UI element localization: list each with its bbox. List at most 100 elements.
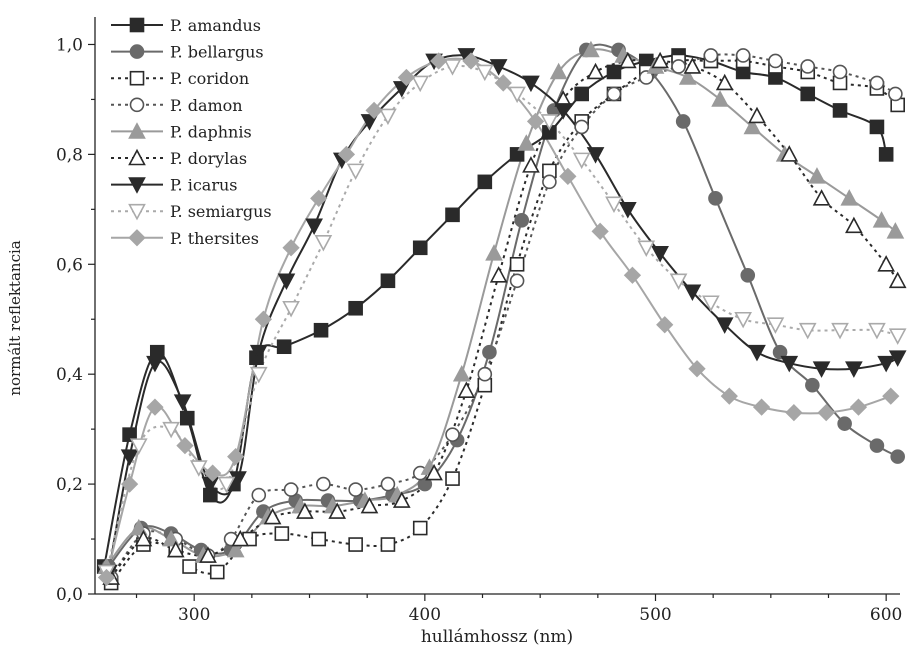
data-point-p-semiargus-7 [314, 235, 333, 252]
data-point-p-dorylas-4 [231, 529, 250, 547]
data-point-p-icarus-26 [877, 355, 895, 373]
data-point-p-semiargus-6 [282, 300, 300, 318]
data-point-p-amandus-8 [313, 322, 329, 338]
data-point-p-semiargus-10 [411, 75, 430, 93]
data-point-p-amandus-7 [276, 339, 292, 355]
data-point-p-daphnis-23 [840, 189, 859, 206]
data-point-p-semiargus-2 [162, 421, 180, 439]
data-point-p-daphnis-25 [886, 222, 905, 239]
plot-markers [96, 40, 907, 591]
legend-item-p-semiargus: P. semiargus [111, 202, 272, 221]
data-point-p-daphnis-18 [678, 68, 697, 85]
data-point-p-bellargus-18 [675, 114, 691, 129]
data-point-p-icarus-11 [392, 81, 411, 98]
legend-item-p-daphnis: P. daphnis [111, 122, 252, 141]
x-tick-label: 300 [178, 605, 210, 625]
data-point-p-damon-9 [380, 476, 396, 492]
data-point-p-damon-15 [574, 119, 589, 135]
legend-label: P. dorylas [170, 149, 247, 168]
data-point-p-damon-16 [606, 86, 622, 102]
data-point-p-icarus-21 [715, 317, 734, 334]
data-point-p-semiargus-8 [346, 163, 365, 181]
data-point-p-dorylas-9 [392, 491, 411, 508]
data-point-p-icarus-27 [888, 350, 907, 367]
data-point-p-amandus-10 [380, 273, 396, 289]
data-point-p-dorylas-18 [683, 57, 702, 74]
data-point-p-thersites-21 [720, 387, 738, 405]
data-point-p-thersites-1 [120, 475, 139, 493]
data-point-p-dorylas-23 [845, 216, 863, 234]
data-point-p-damon-24 [869, 75, 885, 91]
data-point-p-damon-6 [283, 482, 299, 497]
data-point-p-damon-12 [477, 366, 493, 382]
data-point-p-dorylas-19 [715, 73, 734, 91]
data-point-p-icarus-18 [618, 202, 637, 219]
data-point-p-daphnis-12 [485, 244, 503, 261]
data-point-p-icarus-10 [360, 114, 379, 131]
legend-item-p-dorylas: P. dorylas [111, 148, 247, 168]
data-point-p-bellargus-24 [869, 438, 885, 453]
data-point-p-coridon-13 [509, 256, 525, 272]
data-point-p-damon-8 [348, 482, 363, 497]
data-point-p-coridon-6 [274, 526, 290, 541]
legend-marker-p-coridon [129, 70, 145, 86]
data-point-p-bellargus-19 [708, 191, 723, 206]
data-point-p-semiargus-5 [249, 366, 268, 384]
legend-label: P. coridon [170, 69, 249, 88]
data-point-p-thersites-13 [462, 52, 480, 70]
data-point-p-icarus-15 [522, 75, 540, 93]
data-point-p-thersites-5 [227, 447, 245, 466]
data-point-p-dorylas-5 [263, 507, 282, 525]
data-point-p-thersites-2 [146, 398, 164, 416]
data-point-p-dorylas-15 [586, 62, 605, 80]
data-point-p-icarus-22 [748, 344, 766, 362]
data-point-p-semiargus-17 [637, 240, 656, 257]
data-point-p-semiargus-20 [734, 311, 752, 329]
data-point-p-icarus-14 [489, 59, 508, 76]
legend-label: P. amandus [170, 16, 261, 35]
data-point-p-icarus-2 [146, 355, 164, 373]
x-tick-label: 400 [409, 605, 441, 625]
legend-label: P. damon [170, 96, 243, 115]
axes: 300 400 500 600 0,0 0,2 0,4 0,6 0,8 1,0 [56, 17, 902, 625]
data-point-p-amandus-3 [179, 410, 195, 426]
legend-marker-p-icarus [128, 177, 146, 194]
data-point-p-dorylas-7 [328, 502, 347, 519]
data-point-p-semiargus-4 [217, 476, 236, 494]
data-point-p-thersites-16 [559, 167, 577, 185]
legend-marker-p-amandus [129, 17, 145, 33]
data-point-p-icarus-19 [651, 245, 669, 263]
data-point-p-thersites-17 [591, 222, 609, 240]
data-point-p-daphnis-15 [582, 40, 600, 58]
data-point-p-coridon-9 [380, 537, 396, 552]
data-point-p-dorylas-20 [748, 106, 766, 124]
data-point-p-thersites-26 [882, 387, 900, 405]
data-point-p-icarus-25 [845, 361, 863, 378]
data-point-p-thersites-0 [97, 568, 116, 587]
data-point-p-icarus-24 [812, 361, 831, 378]
data-point-p-semiargus-3 [189, 460, 208, 477]
series-markers-p-semiargus [97, 59, 907, 582]
data-point-p-coridon-10 [412, 520, 428, 536]
data-point-p-dorylas-6 [296, 502, 314, 519]
data-point-p-daphnis-11 [452, 364, 471, 382]
data-point-p-damon-20 [735, 48, 751, 63]
data-point-p-semiargus-23 [831, 322, 849, 340]
legend-item-p-bellargus: P. bellargus [111, 43, 264, 62]
data-point-p-bellargus-13 [514, 213, 530, 228]
data-point-p-icarus-1 [120, 449, 139, 466]
data-point-p-thersites-10 [365, 101, 383, 120]
data-point-p-thersites-23 [785, 404, 803, 422]
data-point-p-semiargus-16 [605, 196, 623, 214]
series-markers-p-amandus [96, 48, 894, 574]
data-point-p-dorylas-22 [812, 189, 831, 206]
legend: P. amandus P. bellargus P. coridon P. damon… [111, 16, 272, 248]
legend-label: P. thersites [170, 229, 259, 248]
x-tick-label: 600 [870, 605, 902, 625]
legend-label: P. bellargus [170, 43, 264, 62]
data-point-p-daphnis-2 [162, 529, 180, 547]
data-point-p-thersites-4 [204, 464, 222, 482]
data-point-p-coridon-7 [311, 531, 327, 547]
data-point-p-damon-13 [509, 273, 525, 289]
